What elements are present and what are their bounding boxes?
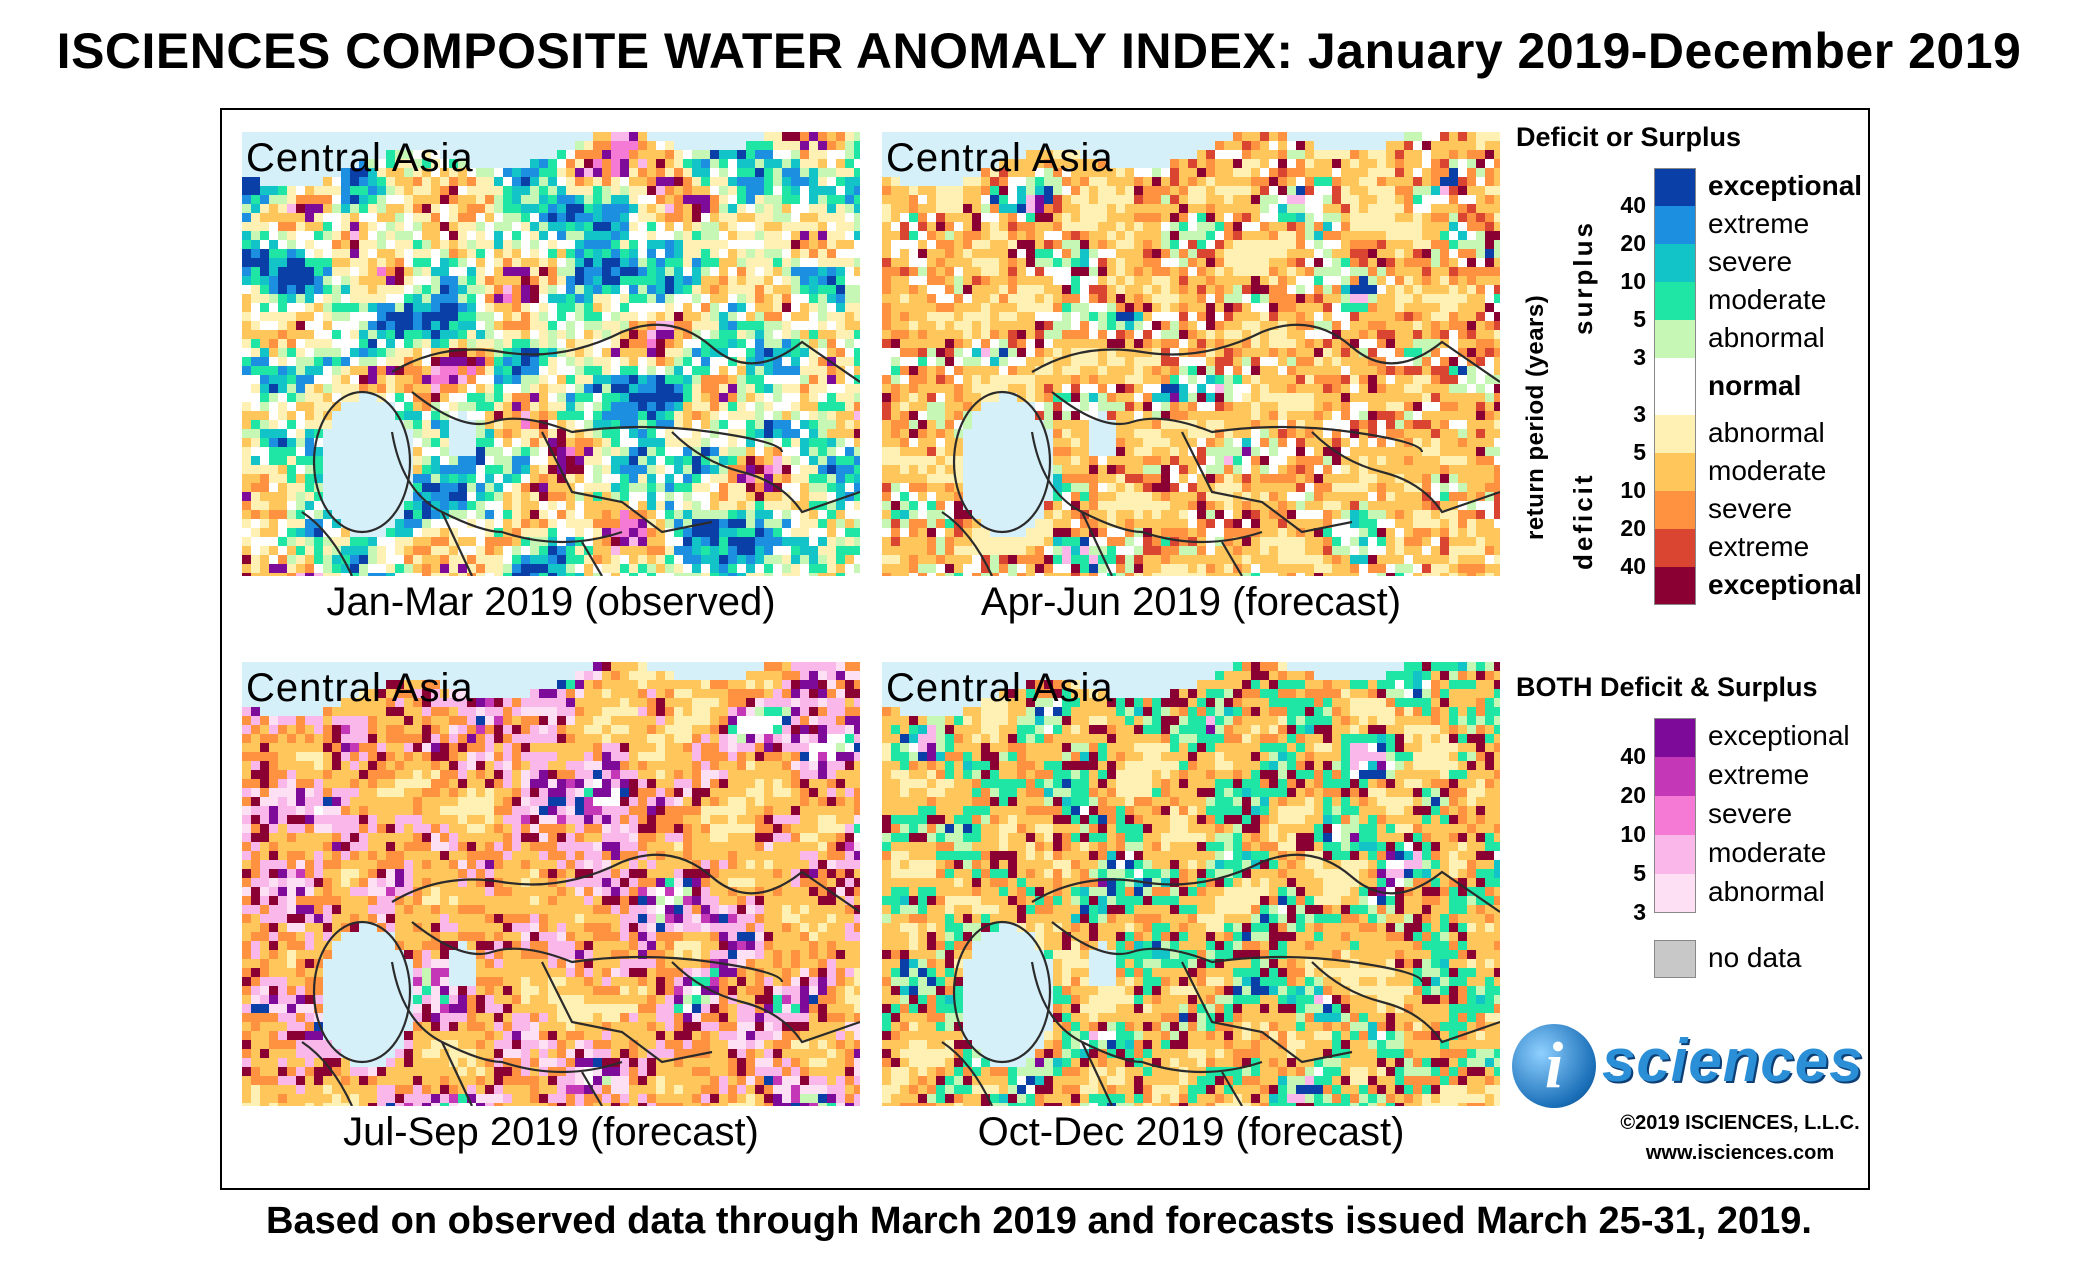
legend-tick-surplus: 5 [1633,306,1646,332]
legend-label-both-abnormal: abnormal [1708,876,1825,907]
legend-swatch-deficit-severe [1654,491,1696,529]
anomaly-raster [242,132,860,576]
legend-tick-deficit: 10 [1620,477,1646,503]
legend-label-surplus-severe: severe [1708,246,1793,277]
map-region-label: Central Asia [886,666,1114,710]
legend-label-deficit-abnormal: abnormal [1708,417,1825,448]
legend-tick-both: 40 [1620,743,1646,769]
website-link[interactable]: www.isciences.com [1645,1142,1835,1164]
legend-label-both-exceptional: exceptional [1708,720,1850,751]
map-caption: Jul-Sep 2019 (forecast) [343,1110,759,1154]
map-caption: Oct-Dec 2019 (forecast) [977,1110,1405,1154]
legend-deficit-label: deficit [1568,472,1598,570]
anomaly-raster [882,662,1500,1106]
legend-surplus-label: surplus [1568,220,1598,335]
legend-tick-deficit: 20 [1620,515,1646,541]
map-apr-jun: Central Asia [882,132,1500,576]
anomaly-raster [882,132,1500,576]
legend-swatch-no-data [1654,940,1696,978]
legend-label-deficit-exceptional: exceptional [1708,569,1863,600]
legend-swatch-deficit-moderate [1654,453,1696,491]
isciences-logo: i sciences [1512,1022,1872,1118]
legend-swatch-both-exceptional [1654,718,1696,757]
map-jul-sep: Central Asia [242,662,860,1106]
legend-label-surplus-moderate: moderate [1708,284,1827,315]
legend-swatch-both-severe [1654,796,1696,835]
legend-label-both-severe: severe [1708,798,1793,829]
legend-swatch-surplus-moderate [1654,282,1696,320]
legend-label-deficit-extreme: extreme [1708,531,1810,562]
legend-swatch-deficit-exceptional [1654,567,1696,605]
legend-swatch-surplus-abnormal [1654,320,1696,358]
legend-label-no-data: no data [1708,942,1802,973]
legend-label-surplus-exceptional: exceptional [1708,170,1863,201]
legend-tick-deficit: 40 [1620,553,1646,579]
legend-tick-surplus: 20 [1620,230,1646,256]
copyright: ©2019 ISCIENCES, L.L.C. [1620,1112,1860,1134]
legend-tick-deficit: 3 [1633,401,1646,427]
legend-swatch-deficit-extreme [1654,529,1696,567]
legend-label-deficit-moderate: moderate [1708,455,1827,486]
page-title: ISCIENCES COMPOSITE WATER ANOMALY INDEX:… [56,23,2022,79]
legend-return-period-label: return period (years) [1522,294,1549,540]
map-region-label: Central Asia [246,666,474,710]
legend-tick-both: 20 [1620,782,1646,808]
map-jan-mar: Central Asia [242,132,860,576]
map-region-label: Central Asia [246,136,474,180]
legend-label-surplus-extreme: extreme [1708,208,1810,239]
figure-frame [220,108,1870,1190]
legend-swatch-deficit-abnormal [1654,415,1696,453]
legend-label-normal: normal [1708,370,1802,401]
legend-tick-both: 10 [1620,821,1646,847]
map-caption: Jan-Mar 2019 (observed) [326,580,776,624]
legend-label-both-moderate: moderate [1708,837,1827,868]
legend-both-title: BOTH Deficit & Surplus [1516,672,1818,702]
footer-note: Based on observed data through March 201… [266,1200,1812,1242]
logo-i-globe: i [1512,1024,1596,1108]
legend-tick-both: 5 [1633,860,1646,886]
legend-swatch-surplus-severe [1654,244,1696,282]
legend-swatch-both-abnormal [1654,874,1696,913]
legend-deficit-surplus-title: Deficit or Surplus [1516,122,1742,152]
legend-swatch-both-moderate [1654,835,1696,874]
legend-swatch-both-extreme [1654,757,1696,796]
legend-tick-surplus: 40 [1620,192,1646,218]
legend-swatch-surplus-extreme [1654,206,1696,244]
legend-tick-surplus: 10 [1620,268,1646,294]
legend-swatch-normal [1654,358,1696,415]
legend-label-deficit-severe: severe [1708,493,1793,524]
logo-wordmark: sciences [1602,1027,1864,1094]
map-region-label: Central Asia [886,136,1114,180]
legend-label-surplus-abnormal: abnormal [1708,322,1825,353]
legend-tick-surplus: 3 [1633,344,1646,370]
legend-tick-deficit: 5 [1633,439,1646,465]
anomaly-raster [242,662,860,1106]
legend-swatch-surplus-exceptional [1654,168,1696,206]
map-caption: Apr-Jun 2019 (forecast) [980,580,1402,624]
legend-label-both-extreme: extreme [1708,759,1810,790]
map-oct-dec: Central Asia [882,662,1500,1106]
legend-tick-both: 3 [1633,899,1646,925]
